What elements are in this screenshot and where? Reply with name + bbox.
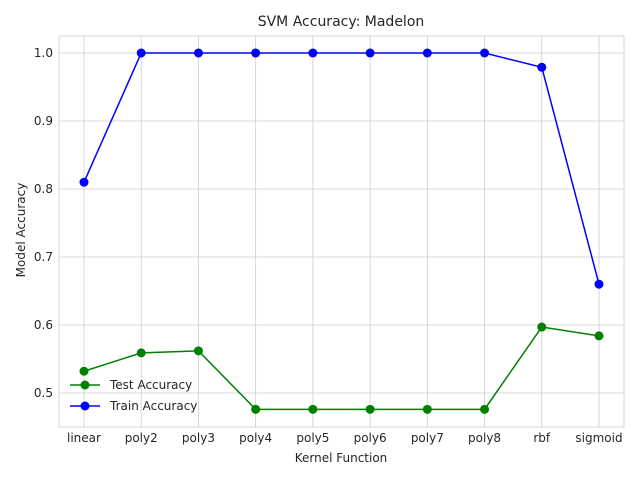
y-tick-label: 0.6 [34,318,53,332]
series-line [83,52,600,285]
x-tick-label: poly6 [354,431,387,445]
series-line [83,326,600,411]
plot-border [58,35,625,428]
data-point [136,48,146,58]
y-tick-labels: 0.5 0.6 0.7 0.8 0.9 1.0 [34,46,53,400]
y-tick-label: 0.7 [34,250,53,264]
legend-label: Train Accuracy [109,399,197,413]
x-axis-label: Kernel Function [295,451,388,465]
data-point [422,404,432,414]
data-point [537,62,547,72]
data-point [365,404,375,414]
y-tick-label: 1.0 [34,46,53,60]
data-point [79,177,89,187]
x-tick-label: linear [67,431,101,445]
x-tick-label: rbf [533,431,551,445]
x-tick-label: poly8 [468,431,501,445]
legend-label: Test Accuracy [109,378,192,392]
x-tick-label: sigmoid [575,431,622,445]
x-tick-label: poly4 [239,431,272,445]
series-train [79,48,604,289]
data-point [480,48,490,58]
x-tick-labels: linear poly2 poly3 poly4 poly5 poly6 poly7 poly… [67,431,623,445]
series-test [79,322,604,414]
y-axis-label: Model Accuracy [14,183,28,278]
x-tick-label: poly2 [125,431,158,445]
data-point [79,366,89,376]
series-layer [79,48,604,414]
data-point [365,48,375,58]
data-point [422,48,432,58]
y-tick-label: 0.8 [34,182,53,196]
data-point [537,322,547,332]
data-point [136,348,146,358]
legend-marker [80,380,90,390]
legend-entry: Train Accuracy [70,399,197,413]
chart-title: SVM Accuracy: Madelon [258,14,425,30]
legend-entry: Test Accuracy [70,378,192,392]
data-point [193,48,203,58]
y-tick-label: 0.5 [34,386,53,400]
data-point [594,331,604,341]
legend-marker [80,401,90,411]
data-point [308,404,318,414]
x-tick-label: poly5 [296,431,329,445]
x-tick-label: poly3 [182,431,215,445]
data-point [251,404,261,414]
data-point [193,346,203,356]
data-point [594,279,604,289]
y-tick-label: 0.9 [34,114,53,128]
plot-frame [58,35,625,428]
data-point [480,404,490,414]
x-tick-label: poly7 [411,431,444,445]
x-gridlines [83,36,600,427]
legend: Test Accuracy Train Accuracy [70,378,197,413]
data-point [251,48,261,58]
data-point [308,48,318,58]
